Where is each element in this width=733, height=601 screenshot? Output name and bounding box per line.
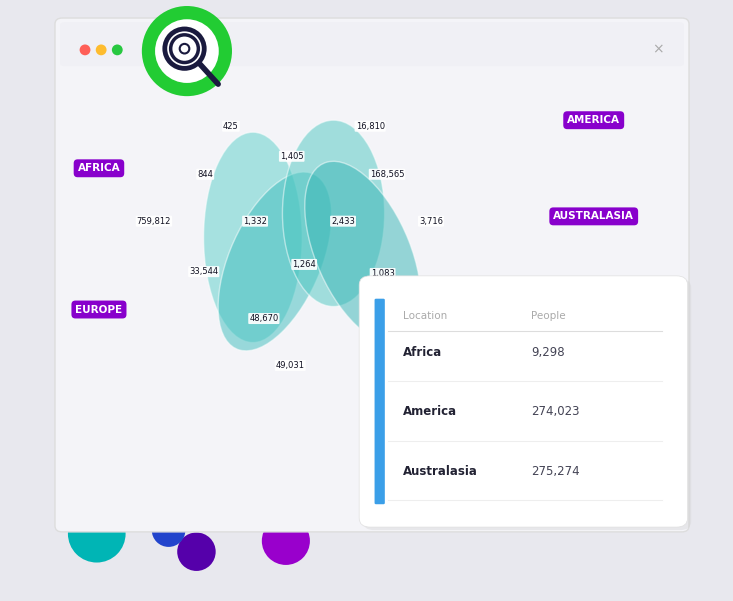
Text: 275,274: 275,274 [531,465,580,478]
Text: AUSTRALASIA: AUSTRALASIA [553,212,634,221]
Text: 759,812: 759,812 [137,217,171,225]
Text: 33,544: 33,544 [189,267,218,276]
Ellipse shape [163,26,207,71]
Text: 274,023: 274,023 [531,406,580,418]
Text: AMERICA: AMERICA [567,115,620,125]
Ellipse shape [305,161,421,344]
Ellipse shape [155,19,218,83]
Ellipse shape [68,505,125,563]
Ellipse shape [80,44,90,55]
Text: 3,716: 3,716 [419,217,443,225]
Text: 844: 844 [197,170,213,178]
Ellipse shape [112,44,122,55]
Ellipse shape [262,517,310,565]
Text: America: America [403,406,457,418]
Ellipse shape [204,132,302,343]
FancyBboxPatch shape [363,279,691,530]
Ellipse shape [177,532,216,571]
Ellipse shape [282,120,385,307]
Text: 168,565: 168,565 [369,170,405,178]
Text: 2,433: 2,433 [331,217,355,225]
Text: 1,083: 1,083 [371,269,394,278]
FancyBboxPatch shape [55,18,689,532]
Ellipse shape [218,172,331,351]
Text: Africa: Africa [403,346,443,359]
Text: 16,810: 16,810 [356,122,385,130]
Text: 1,405: 1,405 [280,152,303,160]
Ellipse shape [167,31,202,66]
Text: ×: × [652,43,664,57]
FancyBboxPatch shape [359,276,688,527]
Ellipse shape [142,6,232,96]
Text: AFRICA: AFRICA [78,163,120,173]
Text: 49,031: 49,031 [276,361,305,370]
Text: 9,298: 9,298 [531,346,565,359]
Text: 1,332: 1,332 [243,217,267,225]
Ellipse shape [96,44,106,55]
Text: 48,670: 48,670 [249,314,279,323]
Text: Australasia: Australasia [403,465,478,478]
Text: 1,264: 1,264 [292,260,316,269]
Text: People: People [531,311,566,321]
FancyBboxPatch shape [60,22,684,66]
Text: Location: Location [403,311,447,321]
Text: EUROPE: EUROPE [75,305,122,314]
Text: 425: 425 [223,122,239,130]
FancyBboxPatch shape [375,299,385,504]
Ellipse shape [152,513,185,547]
